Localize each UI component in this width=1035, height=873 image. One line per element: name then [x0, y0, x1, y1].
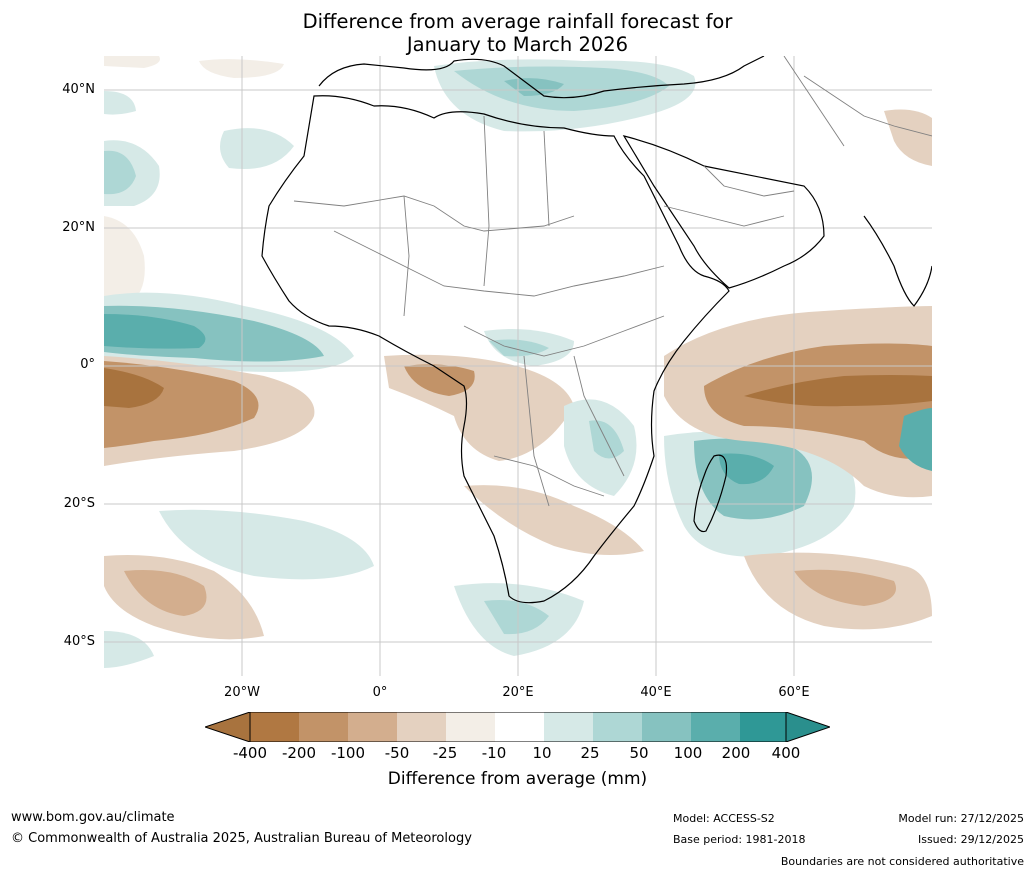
wet-southern-ocean-2: [484, 600, 549, 635]
anomaly-shading: [104, 56, 932, 668]
colorbar: [205, 712, 830, 742]
dry-south-atlantic-2: [124, 570, 207, 616]
wet-south-atlantic-far: [104, 631, 154, 668]
lon-label-20w: 20°W: [224, 685, 260, 700]
wet-congo-2: [489, 339, 549, 357]
title-line-1: Difference from average rainfall forecas…: [302, 10, 733, 33]
colorbar-bin-6: [495, 712, 544, 742]
arabia-coastline: [622, 135, 825, 289]
colorbar-high-arrow: [785, 712, 830, 742]
colorbar-bin-5: [446, 712, 495, 742]
cb-tick-11: 200: [721, 744, 751, 762]
wet-sw-indian-3: [719, 453, 774, 485]
colorbar-bin-2: [299, 712, 348, 742]
map-title: Difference from average rainfall forecas…: [0, 10, 1035, 56]
wet-southern-africa-2: [589, 420, 624, 459]
wet-patch-nw-3: [104, 91, 294, 170]
wet-mediterranean-2: [454, 66, 669, 111]
wet-patch-nw-2: [104, 150, 136, 195]
colorbar-bin-10: [691, 712, 740, 742]
cb-tick-12: 400: [771, 744, 801, 762]
lat-label-40n: 40°N: [62, 82, 95, 97]
cb-tick-6: -10: [481, 744, 507, 762]
dry-equatorial-atlantic-3: [104, 368, 164, 408]
wet-band-tropical-atlantic-3: [104, 314, 206, 349]
colorbar-bin-3: [348, 712, 397, 742]
colorbar-bin-11: [740, 712, 786, 742]
madagascar-coastline: [693, 454, 728, 533]
colorbar-title: Difference from average (mm): [387, 769, 648, 789]
cb-tick-8: 25: [580, 744, 600, 762]
lat-label-0: 0°: [80, 357, 95, 372]
footer-copyright: © Commonwealth of Australia 2025, Austra…: [11, 831, 472, 846]
rainfall-map: [104, 56, 932, 676]
lon-label-60e: 60°E: [778, 685, 810, 700]
dry-southern-ocean-2: [794, 569, 896, 606]
country-borders: [293, 56, 932, 507]
cb-tick-3: -100: [330, 744, 366, 762]
wet-mediterranean-3: [504, 78, 564, 96]
cb-tick-1: -400: [232, 744, 268, 762]
colorbar-bin-4: [397, 712, 446, 742]
lon-label-40e: 40°E: [640, 685, 672, 700]
lat-label-40s: 40°S: [63, 634, 95, 649]
footer-disclaimer: Boundaries are not considered authoritat…: [780, 855, 1024, 868]
colorbar-bin-1: [250, 712, 299, 742]
lat-label-20n: 20°N: [62, 220, 95, 235]
wet-south-atlantic: [159, 509, 374, 580]
lon-label-0: 0°: [372, 685, 388, 700]
lon-label-20e: 20°E: [502, 685, 534, 700]
map-svg: [104, 56, 932, 676]
footer-model-run: Model run: 27/12/2025: [898, 812, 1024, 825]
footer-issued: Issued: 29/12/2025: [917, 833, 1024, 846]
dry-region-top: [104, 56, 284, 78]
colorbar-low-arrow: [205, 712, 251, 742]
cb-tick-5: -25: [432, 744, 458, 762]
footer-website: www.bom.gov.au/climate: [11, 810, 175, 825]
india-coastline: [863, 215, 932, 307]
dry-indian-ocean-3: [744, 375, 932, 407]
dry-region-n-atlantic: [104, 216, 145, 306]
cb-tick-4: -50: [384, 744, 410, 762]
africa-coastline: [261, 95, 730, 604]
cb-tick-9: 50: [629, 744, 649, 762]
colorbar-bin-8: [593, 712, 642, 742]
wet-far-se: [899, 408, 932, 471]
title-line-2: January to March 2026: [406, 33, 629, 56]
dry-southern-africa: [464, 485, 644, 555]
footer-base-period: Base period: 1981-2018: [673, 833, 806, 846]
footer-model: Model: ACCESS-S2: [673, 812, 775, 825]
coastlines: [261, 56, 932, 604]
europe-coastline: [318, 56, 765, 99]
dry-central-africa-2: [404, 364, 475, 396]
colorbar-bin-9: [642, 712, 691, 742]
cb-tick-2: -200: [281, 744, 317, 762]
lat-label-20s: 20°S: [63, 496, 95, 511]
dry-arabia-ne: [884, 109, 932, 166]
cb-tick-10: 100: [673, 744, 703, 762]
cb-tick-7: 10: [532, 744, 552, 762]
colorbar-bin-7: [544, 712, 593, 742]
